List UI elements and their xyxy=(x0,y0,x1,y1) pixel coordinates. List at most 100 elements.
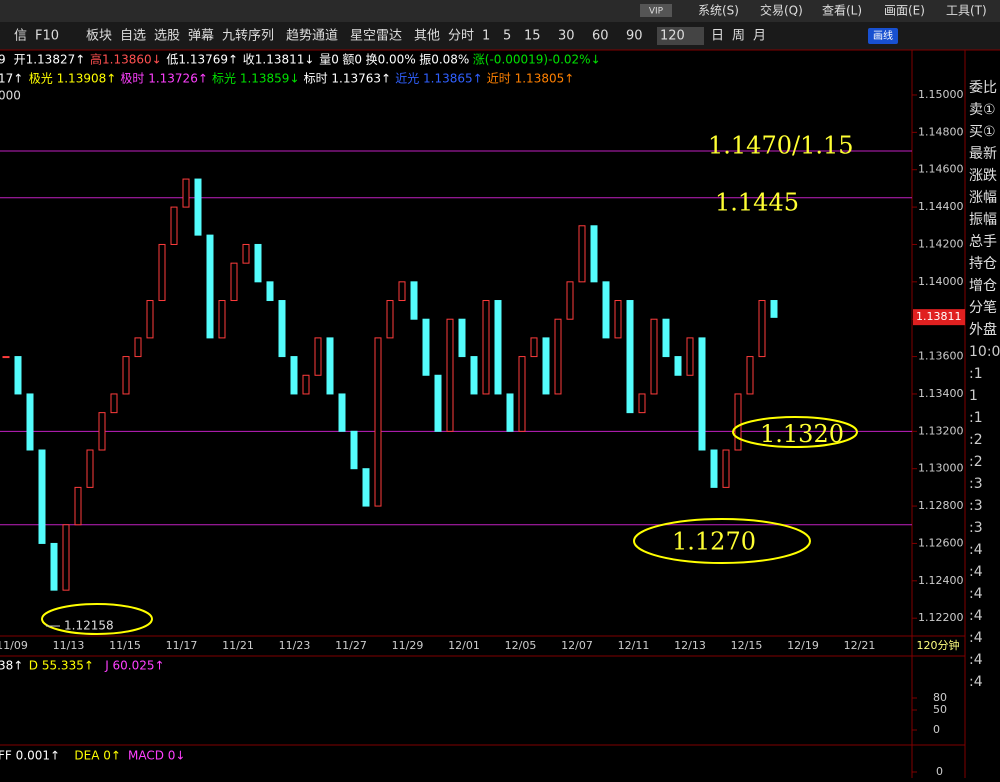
toolbar-item[interactable]: 120 xyxy=(660,29,685,44)
toolbar-item[interactable]: 自选 xyxy=(120,29,146,44)
candle xyxy=(602,281,610,339)
toolbar-item[interactable]: 其他 xyxy=(414,29,440,44)
toolbar-item[interactable]: 周 xyxy=(732,29,745,44)
highlight xyxy=(633,518,811,564)
toolbar-item[interactable]: 分时 xyxy=(448,29,474,44)
candle xyxy=(470,356,478,395)
candle xyxy=(446,318,454,432)
side-label: 持仓 xyxy=(969,256,997,272)
toolbar-item[interactable]: 30 xyxy=(558,29,575,44)
info-item: 收1.13811↓ xyxy=(243,53,315,67)
info-item: 极光 1.13908↑ xyxy=(29,72,117,86)
toolbar-item[interactable]: 板块 xyxy=(86,29,112,44)
info-item: 高1.13860↓ xyxy=(90,52,162,67)
toolbar xyxy=(0,22,1000,50)
candle xyxy=(218,300,226,339)
candle xyxy=(518,356,526,432)
side-label: 分笔 xyxy=(969,300,997,316)
y-tick-label: 1.15000 xyxy=(918,88,964,101)
macd-label: MACD 0↓ xyxy=(128,749,185,763)
toolbar-item[interactable]: 1 xyxy=(482,29,490,44)
menu-item[interactable]: 画面(E) xyxy=(884,4,925,18)
macd-label: DEA 0↑ xyxy=(74,749,121,763)
candle xyxy=(554,318,562,395)
candle xyxy=(494,300,502,395)
x-tick-label: 11/27 xyxy=(335,639,367,652)
toolbar-item[interactable]: 星空雷达 xyxy=(350,29,402,44)
info-item: 量0 xyxy=(319,53,339,67)
toolbar-item[interactable]: 月 xyxy=(753,29,766,44)
candle xyxy=(338,393,346,432)
info-item: 额0 xyxy=(342,53,362,67)
candle xyxy=(614,300,622,339)
info-item: 涨(-0.00019)-0.02%↓ xyxy=(473,52,601,67)
kdj-label: D 55.335↑ xyxy=(29,659,94,673)
candle xyxy=(314,337,322,376)
highlight xyxy=(732,416,858,448)
side-label: 10:0 xyxy=(969,344,1000,360)
info-item: 振0.08% xyxy=(419,53,469,67)
candle xyxy=(422,318,430,376)
menu-item[interactable]: 系统(S) xyxy=(698,4,739,18)
toolbar-item[interactable]: 趋势通道 xyxy=(286,28,338,44)
candle xyxy=(662,318,670,358)
candle xyxy=(506,393,514,432)
candle xyxy=(86,449,94,488)
toolbar-item[interactable]: 60 xyxy=(592,29,609,44)
candle xyxy=(254,243,262,283)
candle xyxy=(590,225,598,283)
candle xyxy=(398,281,406,302)
side-label: :3 xyxy=(969,476,983,492)
draw-button[interactable] xyxy=(868,28,898,44)
info-item: 开1.13827↑ xyxy=(14,53,86,67)
toolbar-item[interactable]: 15 xyxy=(524,29,541,44)
side-label: :2 xyxy=(969,454,983,470)
x-tick-label: 11/09 xyxy=(0,639,28,652)
y-tick-label: 1.12800 xyxy=(918,499,964,512)
candle xyxy=(626,300,634,414)
candle xyxy=(758,300,766,358)
side-label: :1 xyxy=(969,366,983,382)
kdj-label: 38↑ xyxy=(0,659,23,673)
x-tick-label: 12/05 xyxy=(505,639,537,652)
side-label: 卖① xyxy=(969,102,996,118)
candle xyxy=(650,318,658,395)
candle xyxy=(362,468,370,507)
candle xyxy=(122,356,130,395)
side-label: 最新 xyxy=(969,146,997,162)
x-tick-label: 12/01 xyxy=(448,639,480,652)
toolbar-item[interactable]: 信 xyxy=(14,29,27,44)
toolbar-item[interactable]: 5 xyxy=(503,29,511,44)
x-tick-label: 12/21 xyxy=(844,639,876,652)
x-tick-label: 11/21 xyxy=(222,639,254,652)
menu-item[interactable]: 交易(Q) xyxy=(760,3,803,18)
toolbar-item[interactable]: 九转序列 xyxy=(222,29,274,44)
side-label: 1 xyxy=(969,388,978,404)
side-label: :4 xyxy=(969,652,983,668)
low-label: 1.12158 xyxy=(64,619,114,633)
candle xyxy=(458,318,466,358)
candle xyxy=(578,225,586,283)
last-price-tag xyxy=(913,309,965,326)
menu-item[interactable]: 查看(L) xyxy=(822,4,862,18)
y-tick-label: 1.14200 xyxy=(918,237,964,250)
toolbar-item[interactable]: 日 xyxy=(711,29,724,44)
toolbar-item[interactable]: 选股 xyxy=(154,29,180,44)
info-item: 9 xyxy=(0,53,6,67)
x-tick-label: 12/07 xyxy=(561,639,593,652)
candle xyxy=(242,243,250,264)
candle xyxy=(38,449,46,544)
y-tick-label: 1.13600 xyxy=(918,350,964,363)
menu-item[interactable]: 工具(T) xyxy=(946,4,987,18)
toolbar-item[interactable]: 90 xyxy=(626,29,643,44)
candle xyxy=(14,356,22,395)
x-tick-label: 11/23 xyxy=(279,639,311,652)
side-label: :2 xyxy=(969,432,983,448)
toolbar-item[interactable]: 弹幕 xyxy=(188,29,214,44)
info-item: 极时 1.13726↑ xyxy=(120,72,207,86)
toolbar-item[interactable]: F10 xyxy=(35,29,59,44)
candle xyxy=(374,337,382,507)
side-label: 买① xyxy=(969,124,996,140)
side-label: 委比 xyxy=(969,80,997,96)
info-item: 000 xyxy=(0,89,21,103)
